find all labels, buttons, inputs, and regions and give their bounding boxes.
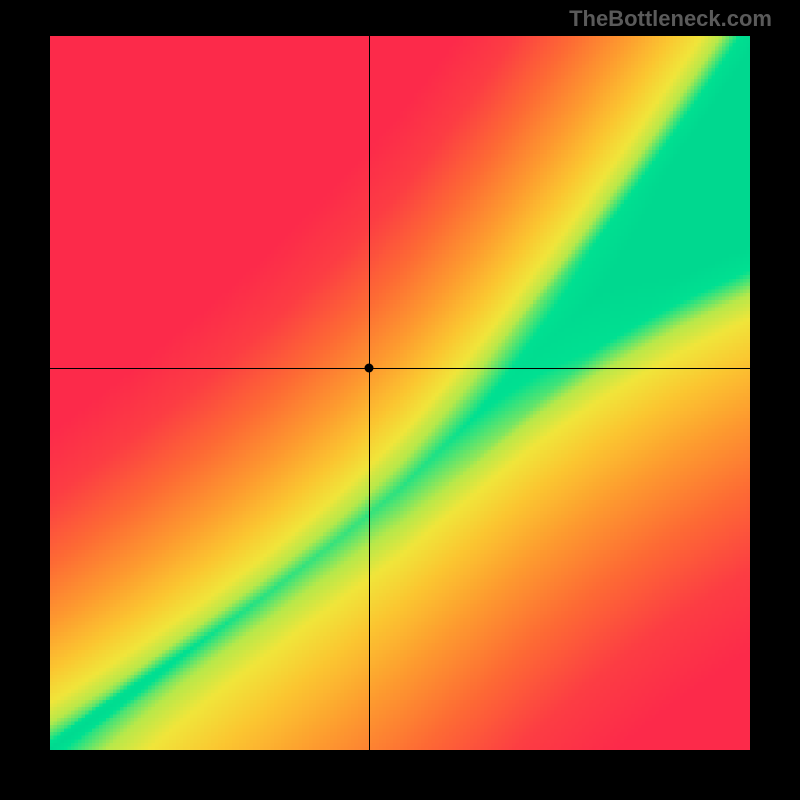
watermark-text: TheBottleneck.com — [569, 6, 772, 32]
heatmap-plot — [50, 36, 750, 750]
crosshair-vertical — [369, 36, 370, 750]
heatmap-canvas — [50, 36, 750, 750]
crosshair-dot — [364, 364, 373, 373]
crosshair-horizontal — [50, 368, 750, 369]
